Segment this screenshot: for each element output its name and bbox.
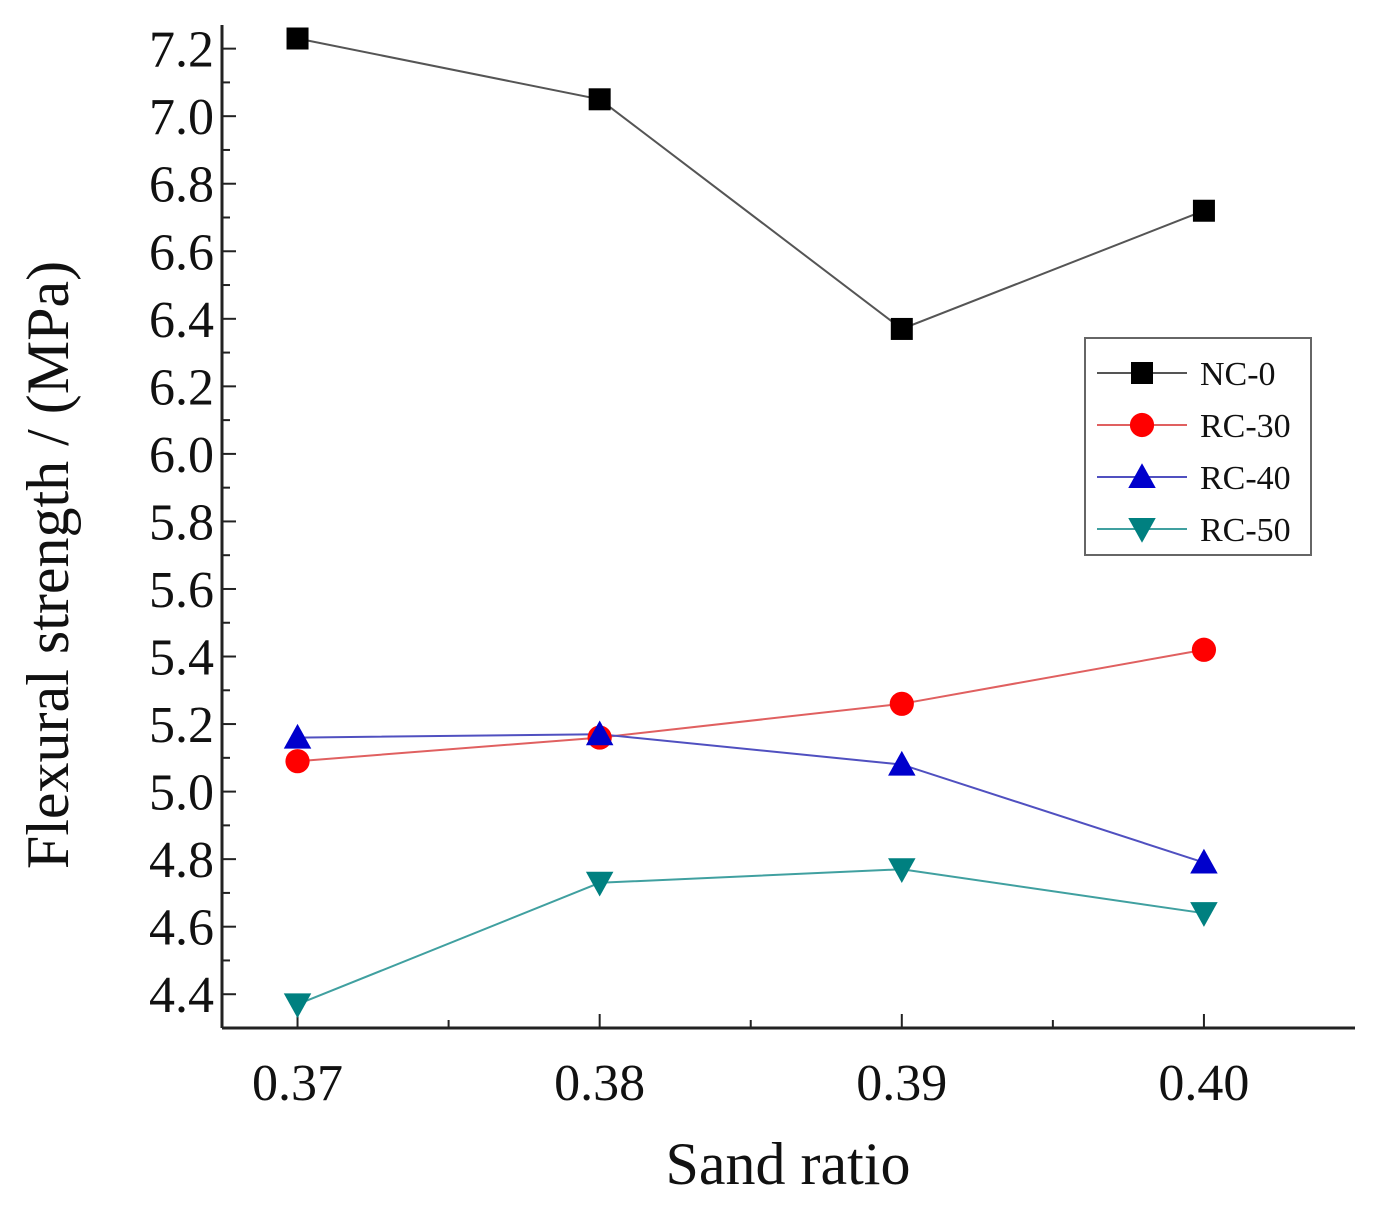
y-tick-label: 5.0 (149, 765, 214, 822)
data-point-nc-0 (286, 27, 309, 50)
y-tick-label: 6.0 (149, 427, 214, 484)
series-line-nc-0 (297, 37, 1205, 331)
legend-marker-rc-40 (1128, 463, 1156, 488)
y-axis-title: Flexural strength / (MPa) (15, 261, 81, 869)
series-line-rc-40 (297, 733, 1205, 864)
x-axis-title: Sand ratio (666, 1131, 911, 1197)
y-tick-label: 4.8 (149, 832, 214, 889)
y-tick-label: 4.4 (149, 967, 214, 1024)
data-point-rc-50 (888, 858, 916, 884)
y-tick-label: 7.2 (149, 22, 214, 79)
legend-marker-rc-30 (1129, 412, 1155, 438)
y-tick-label: 7.0 (149, 89, 214, 146)
legend-label-rc-40: RC-40 (1200, 460, 1291, 497)
y-tick-label: 6.4 (149, 292, 214, 349)
x-tick-label: 0.40 (1158, 1055, 1249, 1112)
data-point-nc-0 (1192, 199, 1215, 222)
legend: NC-0 RC-30 RC-40 RC-50 (1084, 337, 1312, 556)
data-point-rc-40 (888, 750, 916, 776)
y-tick-label: 5.6 (149, 562, 214, 619)
y-tick-label: 6.8 (149, 157, 214, 214)
legend-label-nc-0: NC-0 (1200, 356, 1276, 393)
data-point-rc-50 (1190, 902, 1218, 927)
x-tick-label: 0.38 (554, 1055, 645, 1112)
legend-marker-nc-0 (1131, 362, 1153, 384)
data-point-rc-40 (585, 720, 614, 746)
x-tick-label: 0.39 (856, 1055, 947, 1112)
legend-marker-rc-50 (1128, 518, 1156, 543)
y-tick-label: 5.8 (149, 494, 214, 551)
legend-label-rc-30: RC-30 (1200, 408, 1291, 445)
y-tick-label: 6.6 (149, 224, 214, 281)
legend-label-rc-50: RC-50 (1200, 512, 1291, 549)
series-markers (283, 27, 1218, 1019)
plot-area: 4.4 4.6 4.8 5.0 5.2 5.4 5.6 5.8 6.0 6.2 6.4 6.6 6.8 7… (149, 22, 1355, 1112)
series-lines (297, 37, 1205, 1006)
y-tick-label: 5.4 (149, 630, 214, 687)
data-point-rc-50 (585, 871, 614, 897)
y-tick-label: 5.2 (149, 697, 214, 754)
data-point-nc-0 (588, 88, 611, 111)
data-point-rc-30 (285, 749, 310, 774)
data-point-rc-30 (1191, 637, 1217, 662)
legend-box (1084, 337, 1312, 556)
data-point-nc-0 (890, 317, 913, 340)
series-line-rc-50 (297, 868, 1205, 1006)
data-point-rc-50 (283, 993, 312, 1019)
data-point-rc-40 (1190, 848, 1218, 874)
data-point-rc-40 (283, 723, 312, 749)
data-point-rc-30 (889, 691, 914, 716)
x-tick-label: 0.37 (252, 1055, 343, 1112)
x-axis-ticks: 0.37 0.38 0.39 0.40 (252, 1014, 1249, 1112)
series-line-rc-30 (297, 648, 1205, 763)
y-tick-label: 4.6 (149, 900, 214, 957)
legend-items: NC-0 RC-30 RC-40 RC-50 (1097, 356, 1291, 549)
y-axis-ticks: 4.4 4.6 4.8 5.0 5.2 5.4 5.6 5.8 6.0 6.2 6.4 6.6 6.8 7… (149, 22, 236, 1024)
y-tick-label: 6.2 (149, 359, 214, 416)
